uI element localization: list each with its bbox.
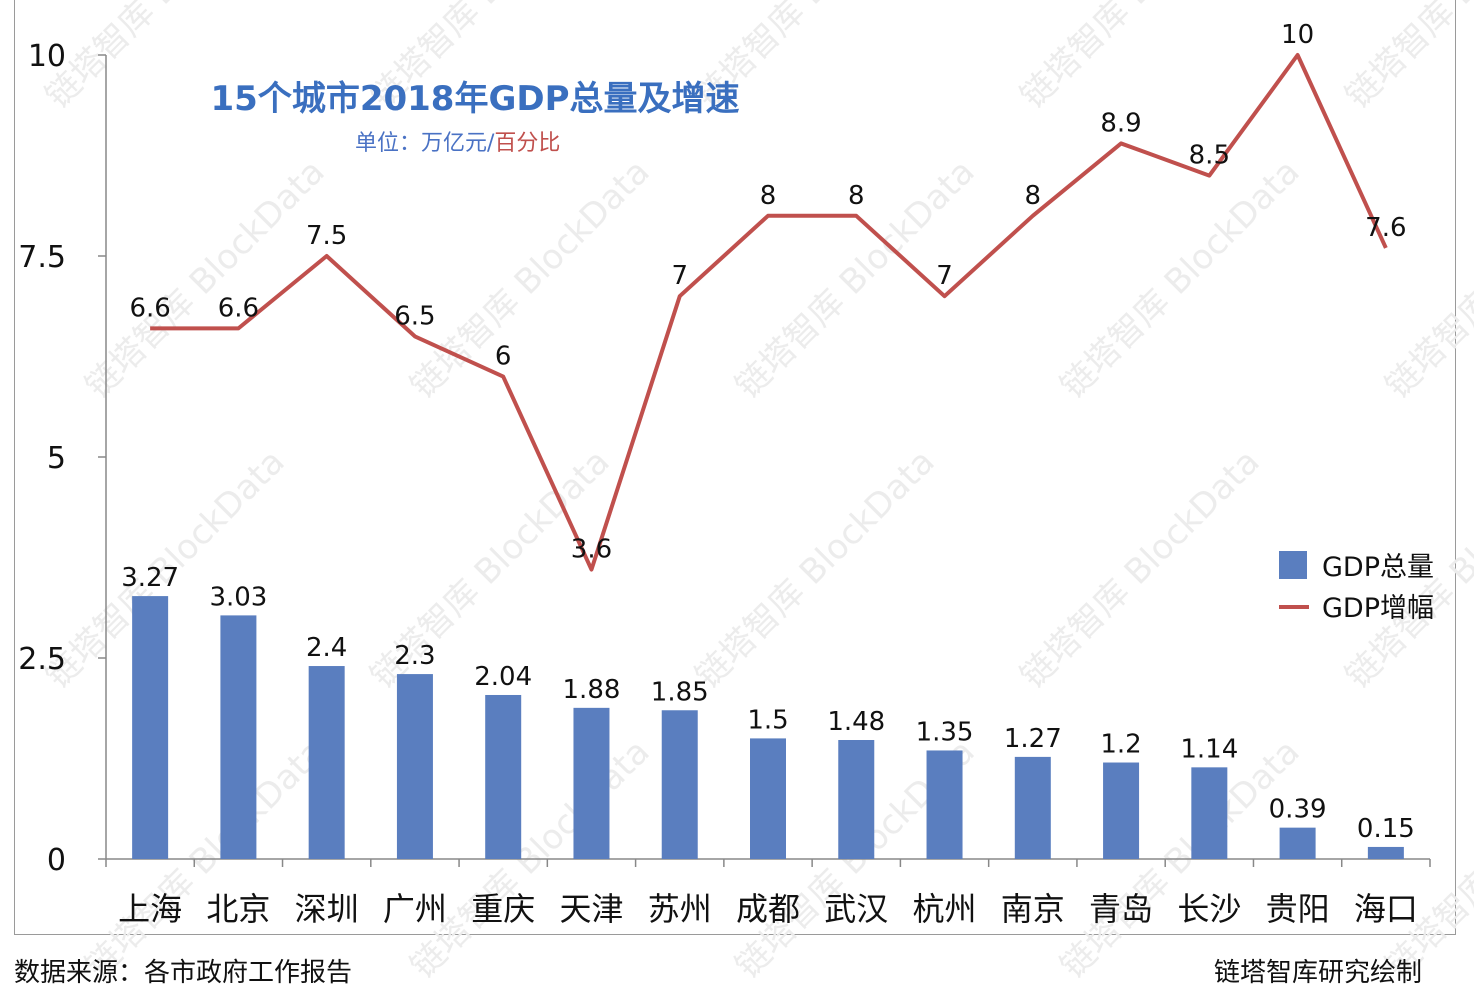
x-tick-label: 苏州 xyxy=(648,890,712,928)
bar-value-label: 2.3 xyxy=(394,641,435,671)
x-tick-label: 深圳 xyxy=(295,890,359,928)
line-value-label: 6.6 xyxy=(129,293,170,323)
x-tick-label: 长沙 xyxy=(1177,890,1241,928)
line-value-label: 8 xyxy=(1025,181,1042,211)
chart-title: 15个城市2018年GDP总量及增速 xyxy=(211,79,740,119)
bar xyxy=(1191,767,1228,859)
bar xyxy=(1014,756,1051,859)
bar-value-label: 1.14 xyxy=(1180,734,1238,764)
line-value-label: 6.6 xyxy=(218,293,259,323)
bar xyxy=(1103,762,1140,859)
watermark-text: 链塔智库 BlockData xyxy=(1338,0,1474,116)
bar-value-label: 1.85 xyxy=(651,677,709,707)
bar-value-label: 0.39 xyxy=(1269,795,1327,825)
line-value-label: 7.5 xyxy=(306,221,347,251)
bar-value-label: 3.27 xyxy=(121,563,179,593)
bar-value-label: 1.2 xyxy=(1100,730,1141,760)
line-value-label: 7 xyxy=(936,261,953,291)
legend: GDP总量 GDP增幅 xyxy=(1279,551,1434,624)
bar xyxy=(926,750,963,859)
y-tick-label: 7.5 xyxy=(18,240,66,275)
x-tick-label: 上海 xyxy=(118,890,182,928)
legend-bar-swatch xyxy=(1279,551,1307,579)
x-tick-label: 贵阳 xyxy=(1266,890,1330,928)
x-tick-label: 海口 xyxy=(1354,890,1418,928)
line-value-label: 8.5 xyxy=(1189,141,1230,171)
bar-value-label: 0.15 xyxy=(1357,814,1415,844)
bar xyxy=(132,596,169,859)
bar-value-label: 1.5 xyxy=(747,705,788,735)
bar xyxy=(750,738,786,859)
watermark-text: 链塔智库 BlockData xyxy=(1013,442,1268,697)
bar xyxy=(1279,827,1316,859)
credit-note: 链塔智库研究绘制 xyxy=(1213,958,1422,988)
data-labels: 3.27 3.03 2.4 2.3 2.04 1.88 1.85 1.5 1.48 1.35 1.2… xyxy=(121,20,1415,844)
line-value-label: 6 xyxy=(495,342,512,372)
line-value-label: 6.5 xyxy=(394,301,435,331)
bar-value-label: 1.88 xyxy=(563,675,621,705)
watermark-text: 链塔智库 BlockData xyxy=(1053,152,1308,407)
bar-value-label: 2.4 xyxy=(306,633,347,663)
x-tick-label: 北京 xyxy=(206,890,270,928)
line-value-label: 10 xyxy=(1281,20,1314,50)
line-value-label: 8 xyxy=(760,181,777,211)
watermark-text: 链塔智库 BlockData xyxy=(78,152,333,407)
watermark-text: 链塔智库 BlockData xyxy=(1378,152,1474,407)
bar-value-label: 3.03 xyxy=(209,582,267,612)
x-tick-label: 广州 xyxy=(383,890,447,928)
axes: 0 2.5 5 7.5 10 上海 北京 深圳 广州 重庆 天津 苏州 成都 武汉 杭州 南京 青岛 长沙 贵阳 海口 xyxy=(18,39,1431,928)
bar xyxy=(220,615,257,859)
line-value-label: 8 xyxy=(848,181,865,211)
y-tick-label: 2.5 xyxy=(18,642,66,677)
line-value-label: 8.9 xyxy=(1100,108,1141,138)
y-tick-label: 5 xyxy=(47,441,66,476)
line-value-label: 7.6 xyxy=(1365,213,1406,243)
x-tick-label: 成都 xyxy=(736,890,800,928)
bar-value-label: 1.48 xyxy=(827,707,885,737)
x-tick-label: 青岛 xyxy=(1089,890,1153,928)
bar xyxy=(1367,846,1404,859)
chart-frame xyxy=(14,0,1456,935)
y-tick-label: 0 xyxy=(47,843,66,878)
unit-label-percent: 百分比 xyxy=(494,131,560,156)
watermark-text: 链塔智库 BlockData xyxy=(403,152,658,407)
legend-bar-label: GDP总量 xyxy=(1322,552,1434,583)
bar xyxy=(838,740,875,859)
watermark-text: 链塔智库 BlockData xyxy=(1013,0,1268,116)
bar xyxy=(396,674,433,859)
bar xyxy=(485,694,522,859)
line-value-label: 3.6 xyxy=(571,535,612,565)
line-value-label: 7 xyxy=(671,261,688,291)
bar-value-label: 2.04 xyxy=(474,662,532,692)
unit-label: 单位：万亿元/百分比 xyxy=(355,131,560,156)
bar xyxy=(661,710,698,859)
y-tick-label: 10 xyxy=(28,39,66,74)
x-tick-label: 杭州 xyxy=(913,890,977,928)
x-tick-label: 重庆 xyxy=(471,890,535,928)
source-note: 数据来源：各市政府工作报告 xyxy=(14,958,353,988)
legend-line-label: GDP增幅 xyxy=(1322,593,1434,624)
bar xyxy=(573,707,610,859)
x-tick-label: 南京 xyxy=(1001,890,1065,928)
watermark-text: 链塔智库 BlockData xyxy=(688,442,943,697)
bar-value-label: 1.35 xyxy=(916,717,974,747)
unit-label-unit: 单位：万亿元/ xyxy=(355,131,495,156)
x-tick-label: 武汉 xyxy=(824,890,888,928)
x-tick-label: 天津 xyxy=(559,890,623,928)
bar-series xyxy=(132,596,1404,859)
bar-value-label: 1.27 xyxy=(1004,724,1062,754)
bar xyxy=(308,666,345,859)
line-series xyxy=(150,53,1388,572)
